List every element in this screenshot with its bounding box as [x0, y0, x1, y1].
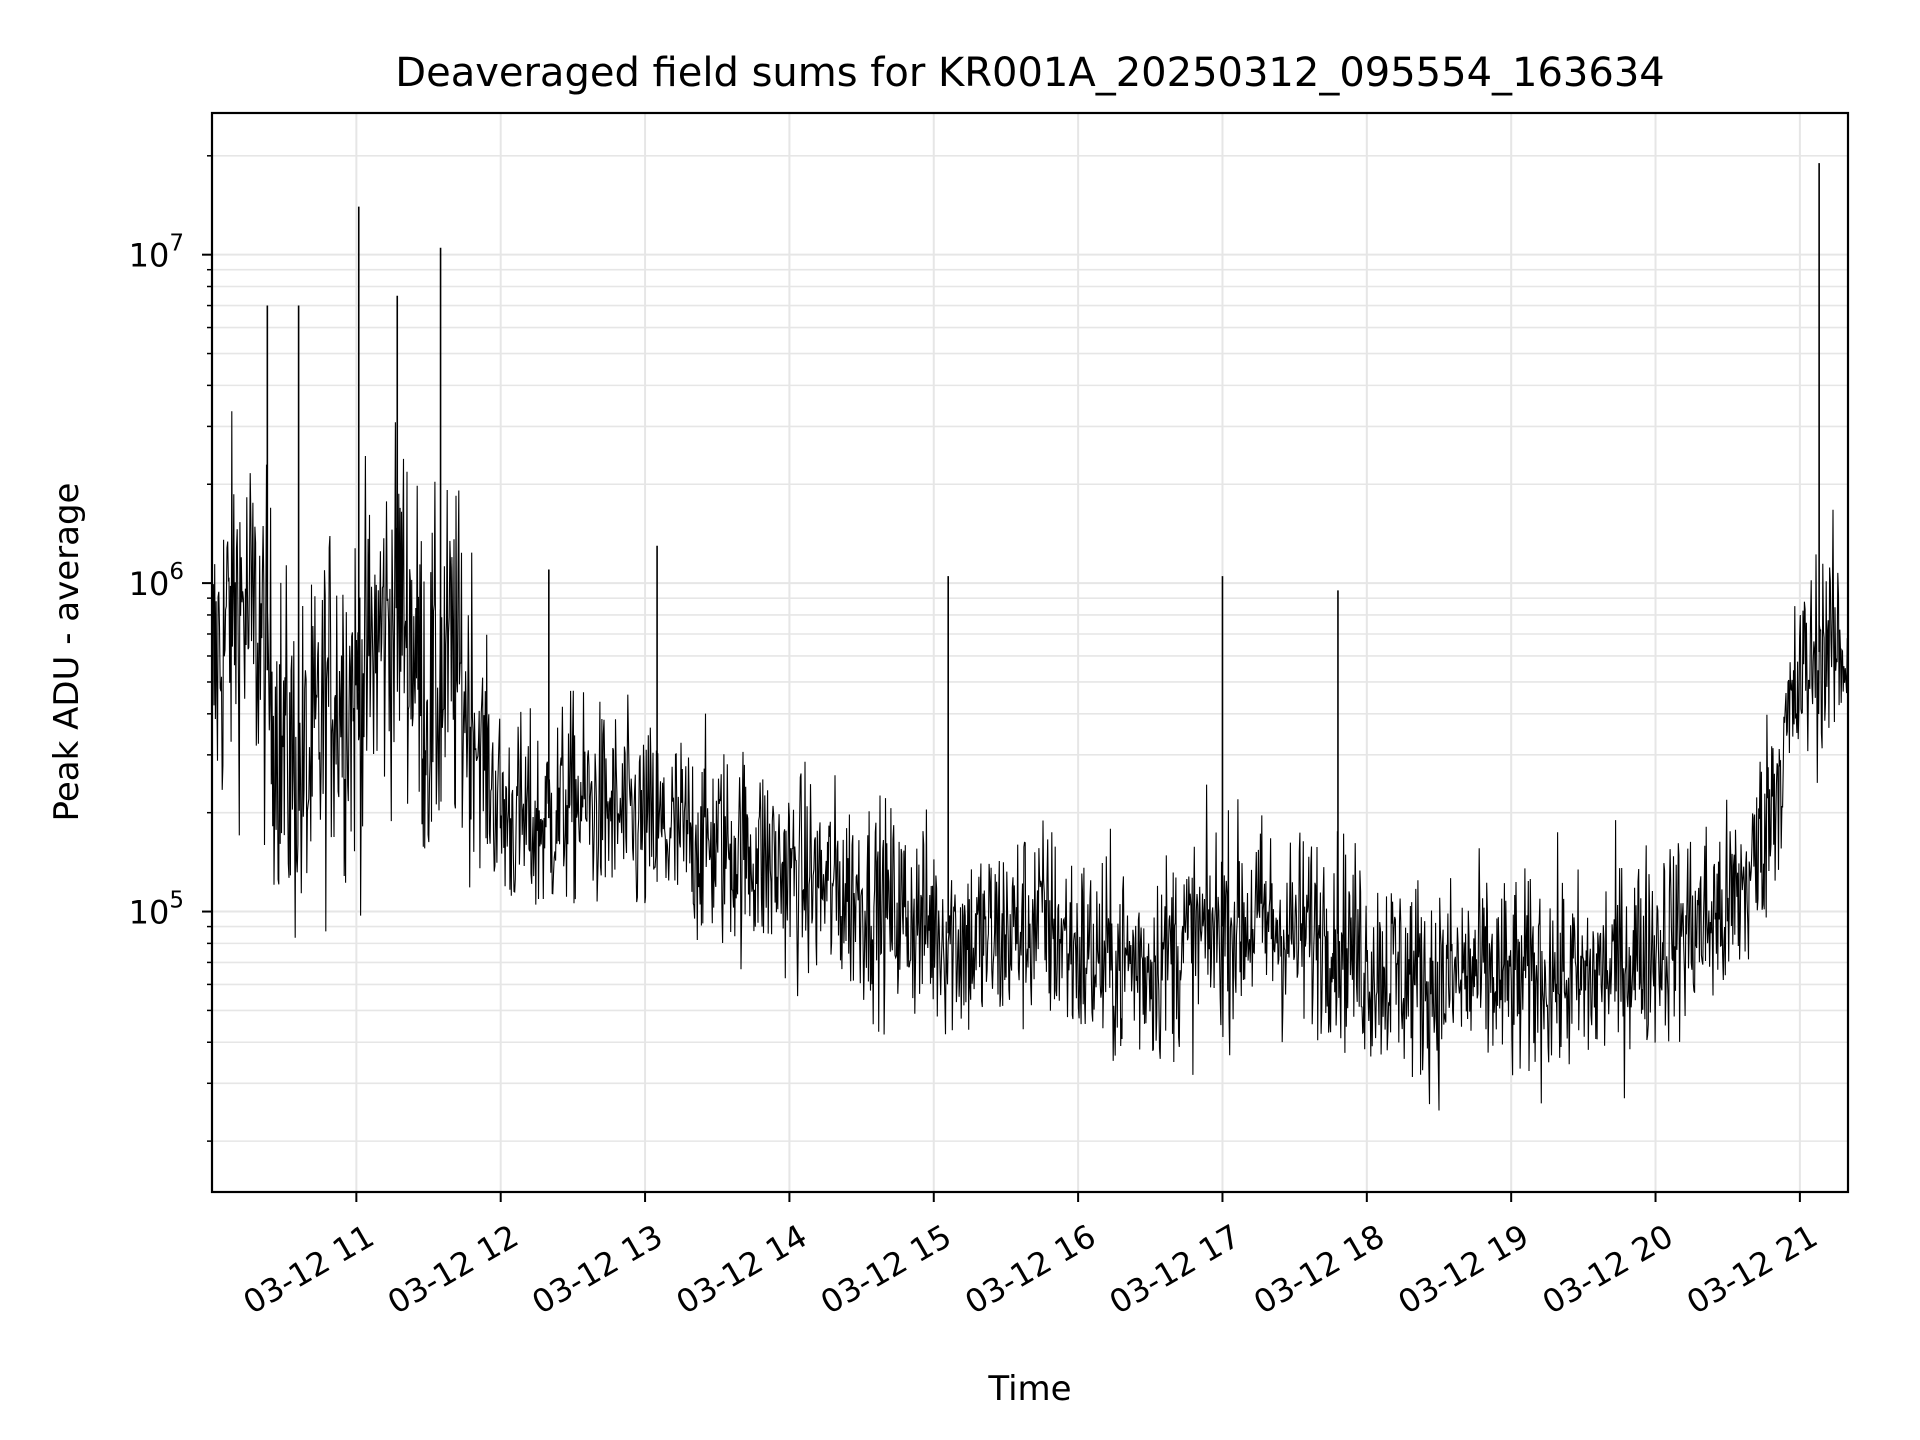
y-tick-base: 10 — [129, 894, 170, 932]
y-tick-exponent: 5 — [169, 888, 184, 914]
y-axis-label: Peak ADU - average — [47, 483, 87, 822]
chart-title: Deaveraged field sums for KR001A_2025031… — [395, 50, 1664, 96]
y-tick-label: 106 — [129, 559, 184, 603]
data-series — [212, 163, 1848, 1111]
y-tick-exponent: 6 — [169, 559, 184, 585]
y-tick-label: 105 — [129, 888, 184, 932]
y-tick-base: 10 — [129, 565, 170, 603]
y-tick-base: 10 — [129, 237, 170, 275]
plot-frame — [210, 111, 1850, 1194]
y-tick-exponent: 7 — [169, 231, 184, 257]
x-axis-label: Time — [987, 1369, 1071, 1409]
y-tick-label: 107 — [129, 231, 184, 275]
series-line — [212, 411, 1848, 1111]
